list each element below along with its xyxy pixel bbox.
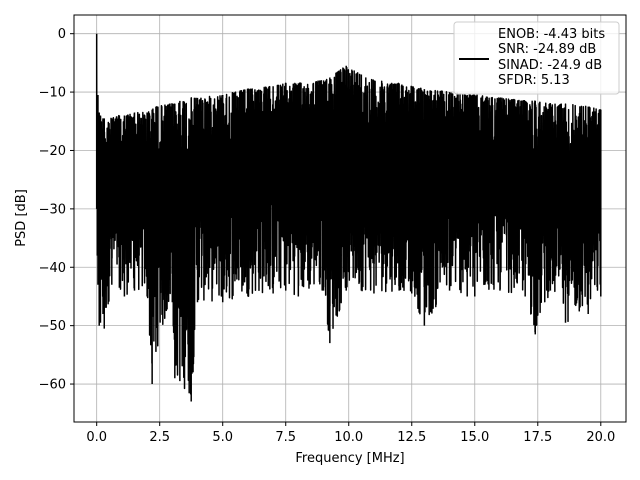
x-tick-label: 20.0 [586, 430, 615, 445]
plot-series [95, 33, 602, 402]
legend-entry-snr: SNR: -24.89 dB [498, 42, 596, 57]
y-tick-label: −40 [39, 261, 66, 276]
y-tick-label: −20 [39, 144, 66, 159]
x-tick-label: 15.0 [460, 430, 489, 445]
legend-entry-sfdr: SFDR: 5.13 [498, 73, 570, 88]
x-tick-label: 10.0 [334, 430, 363, 445]
x-tick-label: 12.5 [397, 430, 426, 445]
x-tick-label: 5.0 [212, 430, 233, 445]
psd-series-line [95, 33, 602, 402]
x-tick-label: 7.5 [275, 430, 296, 445]
x-tick-label: 17.5 [523, 430, 552, 445]
x-axis-ticks: 0.0 2.5 5.0 7.5 10.0 12.5 15.0 17.5 20.0 [86, 422, 615, 445]
y-tick-label: −60 [39, 378, 66, 393]
y-tick-label: −50 [39, 319, 66, 334]
legend-entry-enob: ENOB: -4.43 bits [498, 27, 605, 42]
y-tick-label: 0 [58, 27, 66, 42]
y-axis-label: PSD [dB] [14, 189, 29, 247]
y-axis-ticks: 0 −10 −20 −30 −40 −50 −60 [39, 27, 74, 393]
legend-entry-sinad: SINAD: -24.9 dB [498, 58, 602, 73]
y-tick-label: −10 [39, 86, 66, 101]
y-tick-label: −30 [39, 202, 66, 217]
x-tick-label: 2.5 [149, 430, 170, 445]
x-axis-label: Frequency [MHz] [295, 451, 404, 466]
plot-frame [73, 14, 627, 423]
x-tick-label: 0.0 [86, 430, 107, 445]
legend: ENOB: -4.43 bits SNR: -24.89 dB SINAD: -… [453, 21, 620, 95]
legend-box [453, 21, 620, 95]
